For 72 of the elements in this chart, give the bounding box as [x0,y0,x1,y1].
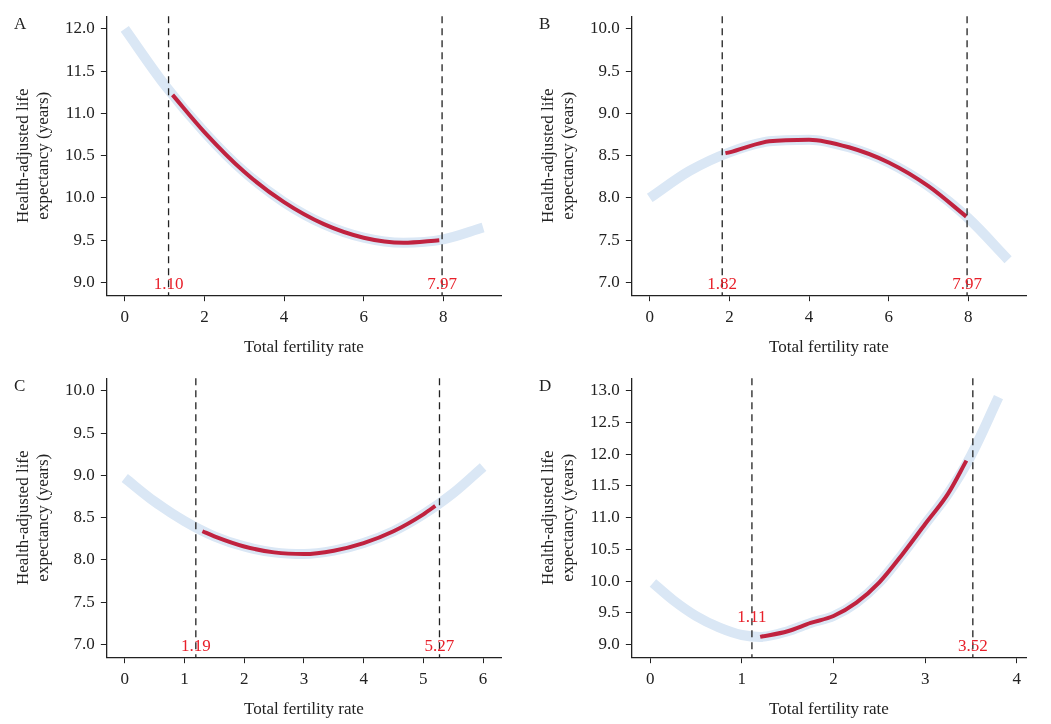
y-axis-title: Health-adjusted life expectancy (years) [538,450,577,585]
x-tick-label: 3 [299,668,309,688]
x-tick-label: 0 [120,668,130,688]
y-tick-label: 12.0 [590,443,620,463]
y-tick-label: 9.0 [73,464,95,484]
y-tick-label: 10.5 [590,538,620,558]
x-tick-label: 2 [829,668,838,688]
x-axis-title: Total fertility rate [769,699,889,719]
x-tick-label: 8 [964,306,973,326]
x-tick-label: 3 [920,668,930,688]
ref-line-label: 1.82 [707,274,738,294]
x-axis-title: Total fertility rate [244,337,364,357]
y-tick-label: 8.0 [73,549,95,569]
y-tick-label: 7.5 [598,229,620,249]
y-tick-label: 10.0 [65,380,95,400]
y-tick-label: 10.0 [590,570,620,590]
x-axis-title: Total fertility rate [244,699,364,719]
y-axis-title: Health-adjusted life expectancy (years) [13,450,52,585]
x-tick-label: 4 [1012,668,1022,688]
y-tick-label: 10.0 [590,18,620,38]
y-tick-label: 9.0 [598,633,620,653]
chart-title: A [14,14,27,34]
x-tick-label: 2 [200,306,209,326]
ref-line-label: 7.97 [952,274,983,294]
chart-title: B [539,14,551,34]
y-tick-label: 7.0 [598,271,620,291]
y-tick-label: 12.0 [65,18,95,38]
y-tick-label: 11.0 [590,507,620,527]
x-tick-label: 0 [645,668,655,688]
x-tick-label: 6 [478,668,488,688]
y-tick-label: 12.5 [590,412,620,432]
y-tick-label: 11.0 [65,102,95,122]
y-tick-label: 8.5 [73,507,95,527]
chart-title: C [14,376,26,396]
ref-line-label: 1.11 [737,607,767,627]
y-axis-title: Health-adjusted life expectancy (years) [13,88,52,223]
x-tick-label: 8 [439,306,448,326]
y-tick-label: 8.5 [598,145,620,165]
chart-title: D [539,376,552,396]
y-tick-label: 8.0 [598,187,620,207]
ref-line-label: 1.19 [180,636,211,656]
x-tick-label: 6 [884,306,893,326]
y-tick-label: 7.5 [73,591,95,611]
ref-line-label: 5.27 [424,636,455,656]
y-tick-label: 9.5 [598,60,620,80]
x-tick-label: 6 [359,306,368,326]
x-tick-label: 1 [180,668,189,688]
x-axis-title: Total fertility rate [769,337,889,357]
x-tick-label: 0 [120,306,130,326]
ref-line-label: 1.10 [153,274,184,294]
x-tick-label: 4 [279,306,289,326]
ref-line-label: 7.97 [427,274,458,294]
x-tick-label: 2 [239,668,249,688]
y-tick-label: 9.5 [73,422,95,442]
y-tick-label: 13.0 [590,380,620,400]
x-tick-label: 5 [419,668,428,688]
y-tick-label: 10.0 [65,187,95,207]
x-tick-label: 4 [359,668,369,688]
y-tick-label: 11.5 [65,60,95,80]
y-tick-label: 9.5 [598,602,620,622]
y-tick-label: 9.0 [598,102,620,122]
x-tick-label: 4 [804,306,814,326]
x-tick-label: 1 [737,668,747,688]
x-tick-label: 0 [645,306,655,326]
y-axis-title: Health-adjusted life expectancy (years) [538,88,577,223]
y-tick-label: 9.5 [73,229,95,249]
y-tick-label: 11.5 [590,475,620,495]
ref-line-label: 3.52 [957,636,988,656]
y-tick-label: 10.5 [65,145,95,165]
x-tick-label: 2 [725,306,734,326]
y-tick-label: 7.0 [73,633,95,653]
y-tick-label: 9.0 [73,271,95,291]
